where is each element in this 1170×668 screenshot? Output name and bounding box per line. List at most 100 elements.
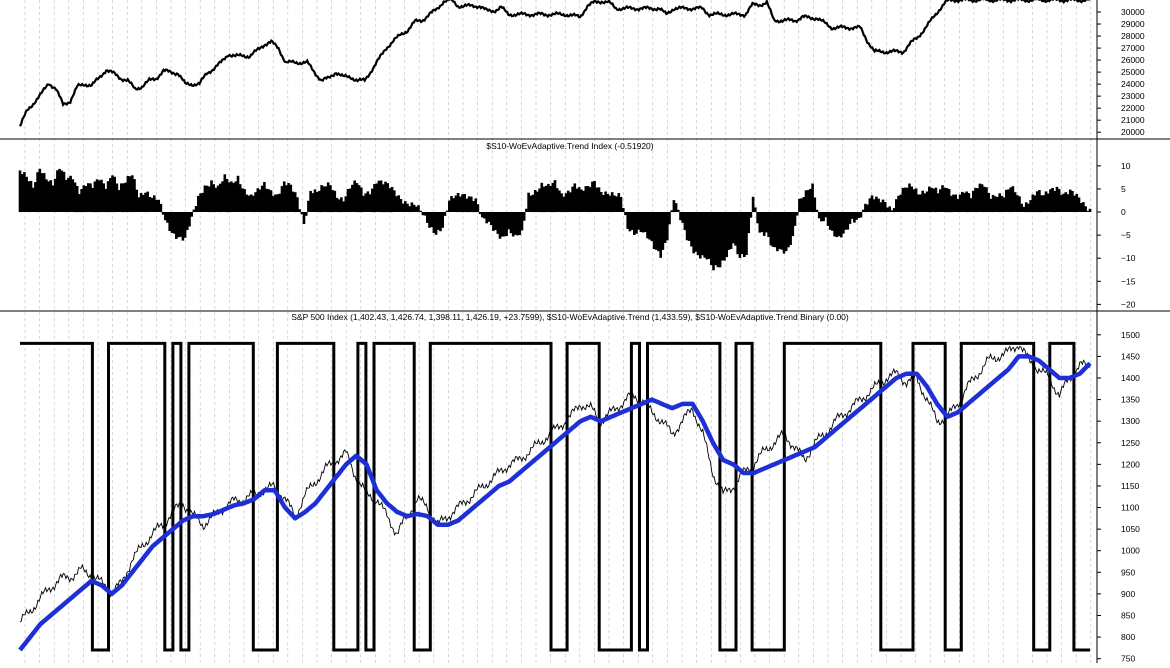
- histogram-bar: [633, 212, 636, 235]
- histogram-bar: [531, 194, 535, 213]
- histogram-bar: [276, 194, 279, 213]
- histogram-bar: [353, 180, 356, 212]
- histogram-bar: [723, 212, 726, 261]
- histogram-bar: [974, 187, 977, 212]
- histogram-bar: [23, 172, 26, 212]
- histogram-bar: [688, 212, 691, 241]
- histogram-bar: [320, 185, 323, 213]
- histogram-bar: [558, 190, 561, 212]
- y-tick-label: 23000: [1121, 91, 1145, 101]
- histogram-bar: [172, 212, 176, 234]
- histogram-bar: [890, 210, 894, 212]
- histogram-bar: [751, 196, 755, 212]
- histogram-bar: [727, 212, 731, 250]
- histogram-bar: [694, 212, 698, 252]
- histogram-bar: [963, 192, 966, 212]
- histogram-bar: [696, 212, 700, 256]
- histogram-bar: [597, 187, 601, 212]
- histogram-bar: [399, 199, 403, 212]
- histogram-bar: [472, 201, 475, 213]
- histogram-bar: [498, 212, 502, 239]
- histogram-bar: [542, 186, 546, 213]
- histogram-bar: [192, 209, 196, 212]
- histogram-bar: [859, 212, 863, 218]
- histogram-bar: [388, 188, 392, 213]
- histogram-bar: [798, 198, 801, 212]
- histogram-bar: [181, 212, 185, 241]
- histogram-bar: [452, 198, 455, 212]
- histogram-bar: [536, 191, 539, 212]
- histogram-bar: [115, 183, 119, 212]
- histogram-bar: [478, 212, 482, 215]
- histogram-bar: [355, 183, 359, 213]
- histogram-bar: [267, 189, 271, 212]
- y-tick-label: 5: [1121, 184, 1126, 194]
- histogram-bar: [60, 170, 64, 212]
- histogram-bar: [62, 171, 66, 212]
- histogram-bar: [514, 212, 517, 235]
- histogram-bar: [71, 179, 75, 212]
- histogram-bar: [1007, 189, 1010, 212]
- histogram-bar: [346, 189, 350, 212]
- histogram-bar: [540, 182, 544, 213]
- histogram-bar: [382, 184, 385, 213]
- histogram-bar: [194, 206, 198, 213]
- histogram-bar: [117, 190, 121, 212]
- histogram-bar: [73, 182, 77, 213]
- y-tick-label: 1150: [1121, 481, 1140, 491]
- histogram-bar: [718, 212, 722, 268]
- histogram-bar: [760, 212, 764, 233]
- histogram-bar: [998, 193, 1001, 213]
- histogram-bar: [516, 212, 519, 236]
- histogram-bar: [710, 212, 713, 266]
- histogram-bar: [972, 190, 975, 212]
- histogram-bar: [219, 183, 222, 213]
- histogram-bar: [445, 210, 449, 212]
- histogram-bar: [507, 212, 511, 230]
- histogram-bar: [1062, 193, 1065, 212]
- histogram-bar: [630, 212, 634, 230]
- histogram-bar: [525, 208, 528, 212]
- histogram-bar: [199, 193, 202, 212]
- histogram-bar: [291, 191, 295, 212]
- histogram-bar: [679, 212, 682, 221]
- histogram-bar: [809, 188, 812, 212]
- histogram-bar: [793, 212, 797, 226]
- histogram-bar: [474, 198, 477, 213]
- histogram-bar: [31, 187, 35, 212]
- histogram-bar: [615, 196, 618, 212]
- histogram-bar: [243, 189, 246, 212]
- histogram-bar: [236, 175, 240, 212]
- histogram-bar: [657, 212, 660, 252]
- histogram-bar: [1000, 195, 1004, 212]
- histogram-bar: [421, 212, 425, 216]
- histogram-bar: [300, 212, 304, 215]
- histogram-bar: [122, 183, 125, 213]
- histogram-bar: [417, 205, 420, 212]
- histogram-bar: [588, 187, 592, 213]
- histogram-bar: [1079, 203, 1083, 212]
- histogram-bar: [934, 187, 938, 213]
- histogram-bar: [150, 197, 154, 212]
- histogram-bar: [432, 212, 436, 233]
- histogram-bar: [293, 192, 297, 213]
- histogram-bar: [340, 197, 343, 213]
- histogram-bar: [1051, 187, 1054, 213]
- histogram-bar: [1055, 186, 1059, 212]
- histogram-bar: [386, 183, 389, 212]
- histogram-bar: [1053, 191, 1057, 213]
- histogram-bar: [756, 212, 759, 224]
- histogram-bar: [29, 180, 33, 212]
- histogram-bar: [278, 193, 282, 213]
- histogram-bar: [47, 181, 50, 212]
- histogram-bar: [329, 185, 332, 212]
- histogram-bar: [831, 212, 834, 231]
- histogram-bar: [335, 197, 339, 212]
- histogram-bar: [872, 199, 876, 213]
- histogram-bar: [954, 194, 957, 212]
- histogram-bar: [280, 186, 284, 212]
- histogram-bar: [470, 196, 473, 212]
- histogram-bar: [738, 212, 742, 258]
- histogram-bar: [864, 203, 867, 213]
